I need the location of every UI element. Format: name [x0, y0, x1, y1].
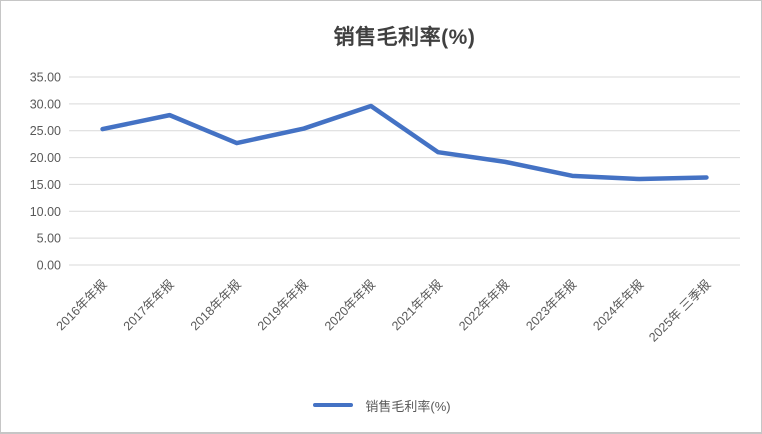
- y-axis-tick-label: 20.00: [30, 151, 61, 165]
- y-axis-tick-label: 10.00: [30, 205, 61, 219]
- x-axis-tick-label: 2020年年报: [321, 276, 378, 333]
- y-axis-tick-label: 5.00: [37, 232, 61, 246]
- legend-label: 销售毛利率(%): [365, 398, 451, 414]
- y-axis-tick-label: 0.00: [37, 259, 61, 273]
- x-axis-tick-label: 2023年年报: [523, 276, 580, 333]
- x-axis-tick-label: 2018年年报: [187, 276, 244, 333]
- chart-title: 销售毛利率(%): [333, 26, 476, 49]
- y-axis-tick-label: 15.00: [30, 178, 61, 192]
- y-axis-tick-label: 35.00: [30, 71, 61, 85]
- legend: 销售毛利率(%): [1, 396, 761, 414]
- x-axis-tick-label: 2024年年报: [590, 276, 647, 333]
- gross-margin-line-chart: 0.00 5.00 10.00 15.00 20.00 25.00 30.00 35.00 20…: [30, 71, 740, 345]
- series-line: [100, 103, 709, 182]
- x-axis-tick-label: 2016年年报: [53, 276, 110, 333]
- y-axis-tick-label: 30.00: [30, 97, 61, 111]
- x-axis-tick-label: 2017年年报: [120, 276, 177, 333]
- x-axis-tick-label: 2022年年报: [455, 276, 512, 333]
- x-axis-tick-label: 2025年 三季报: [645, 276, 713, 344]
- x-axis-tick-label: 2021年年报: [388, 276, 445, 333]
- legend-line-swatch: [313, 403, 354, 407]
- x-axis-tick-label: 2019年年报: [254, 276, 311, 333]
- y-axis-tick-label: 25.00: [30, 124, 61, 138]
